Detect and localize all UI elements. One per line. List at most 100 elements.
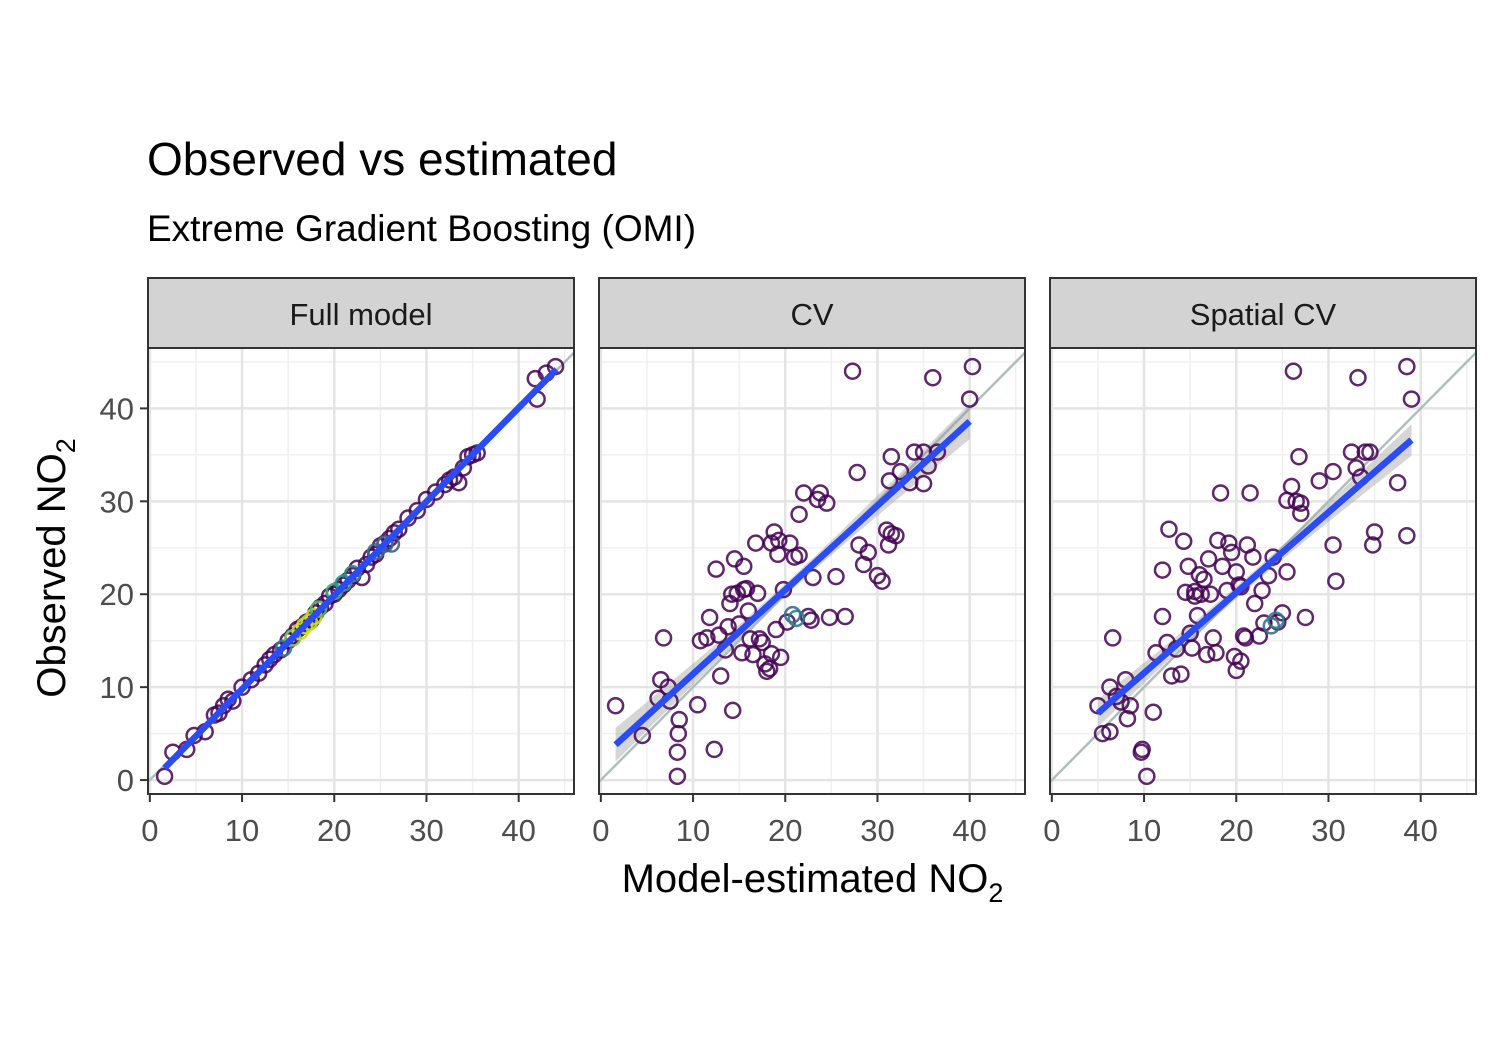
data-point (385, 524, 403, 542)
data-point (914, 474, 933, 493)
data-point (1174, 532, 1193, 551)
data-point (1093, 724, 1112, 743)
data-point (1292, 494, 1310, 512)
x-tick-label: 10 (225, 813, 259, 848)
data-point (1356, 443, 1375, 461)
facet-strip-label: CV (790, 297, 833, 332)
data-point (723, 701, 742, 720)
data-point (1296, 608, 1315, 627)
data-point (606, 696, 625, 715)
data-point (794, 484, 813, 502)
data-point (827, 567, 845, 586)
facet-strip (1049, 277, 1477, 349)
data-point (1198, 645, 1216, 664)
x-tick-label: 30 (860, 813, 894, 848)
data-point (668, 767, 687, 786)
x-tick-label: 20 (317, 813, 351, 848)
data-point-highlight (274, 639, 293, 657)
facet-strip-label: Spatial CV (1190, 297, 1337, 332)
x-tick-label: 20 (768, 813, 802, 848)
data-point (804, 568, 822, 587)
data-point (1160, 520, 1178, 538)
facet-panel: Spatial CV 0 10 20 30 40 (1043, 277, 1477, 848)
data-point (960, 390, 979, 408)
data-point (1199, 550, 1218, 568)
data-point (1232, 652, 1250, 670)
data-point (1310, 472, 1328, 490)
data-point (770, 531, 788, 550)
data-point (1284, 362, 1303, 380)
data-point (758, 662, 776, 681)
y-tick-label: 30 (100, 484, 134, 519)
data-point (735, 557, 753, 576)
data-point (1172, 665, 1190, 683)
data-point (688, 696, 707, 714)
regression-line (1095, 437, 1414, 716)
data-point (924, 368, 942, 387)
data-point (963, 357, 982, 376)
y-tick-label: 0 (117, 763, 134, 798)
data-point (880, 472, 899, 490)
data-point (1209, 531, 1227, 550)
x-tick-label: 40 (952, 813, 986, 848)
data-point (928, 443, 947, 461)
data-point-highlight (376, 535, 394, 553)
data-point (748, 584, 767, 603)
data-point (1278, 563, 1296, 581)
data-point (1363, 536, 1382, 554)
y-tick-label: 40 (100, 391, 134, 426)
data-point (711, 667, 730, 685)
x-tick-label: 10 (1127, 813, 1161, 848)
data-point (719, 618, 737, 636)
data-point (670, 710, 688, 729)
data-point-highlight (343, 565, 362, 583)
data-point (1365, 523, 1384, 541)
data-point (654, 629, 673, 647)
data-point (1220, 534, 1238, 552)
data-point (765, 523, 783, 541)
data-point (705, 740, 724, 759)
data-point (905, 443, 924, 461)
data-point (1290, 447, 1308, 466)
data-point (1211, 484, 1230, 502)
data-point (224, 692, 242, 710)
data-point (1101, 722, 1119, 741)
data-point (1227, 661, 1246, 680)
data-point (1292, 504, 1310, 523)
x-tick-label: 0 (592, 813, 609, 848)
data-point (744, 645, 762, 664)
data-point (750, 630, 769, 648)
data-point (1183, 639, 1201, 657)
y-axis-subscript: 2 (51, 438, 81, 454)
data-point (843, 362, 862, 380)
data-point (882, 447, 901, 466)
data-point (1162, 667, 1181, 685)
regression-line (613, 419, 972, 748)
data-point (1153, 607, 1172, 626)
data-point (155, 767, 174, 786)
x-tick-label: 40 (501, 813, 535, 848)
data-point (408, 501, 426, 520)
data-point-highlight (787, 609, 806, 628)
data-point (771, 648, 790, 667)
data-point (1222, 543, 1241, 562)
x-axis-title: Model-estimated NO2 (621, 857, 1004, 908)
data-point (185, 726, 203, 745)
data-point (1361, 443, 1379, 461)
data-point (1398, 526, 1416, 545)
data-point (836, 607, 854, 626)
data-point (737, 579, 756, 598)
data-point (1324, 462, 1342, 481)
data-point-highlight (1267, 611, 1285, 629)
data-point (733, 644, 751, 662)
y-tick-label: 10 (100, 670, 134, 705)
data-point (887, 526, 905, 545)
data-point (1398, 357, 1416, 376)
data-point (891, 462, 910, 481)
data-point (700, 608, 719, 627)
facet-panel: Full model 0 10 20 30 40 0 10 20 30 40 (100, 277, 575, 848)
data-point (818, 494, 836, 512)
facet-strip (598, 277, 1026, 349)
y-tick-label: 20 (100, 577, 134, 612)
